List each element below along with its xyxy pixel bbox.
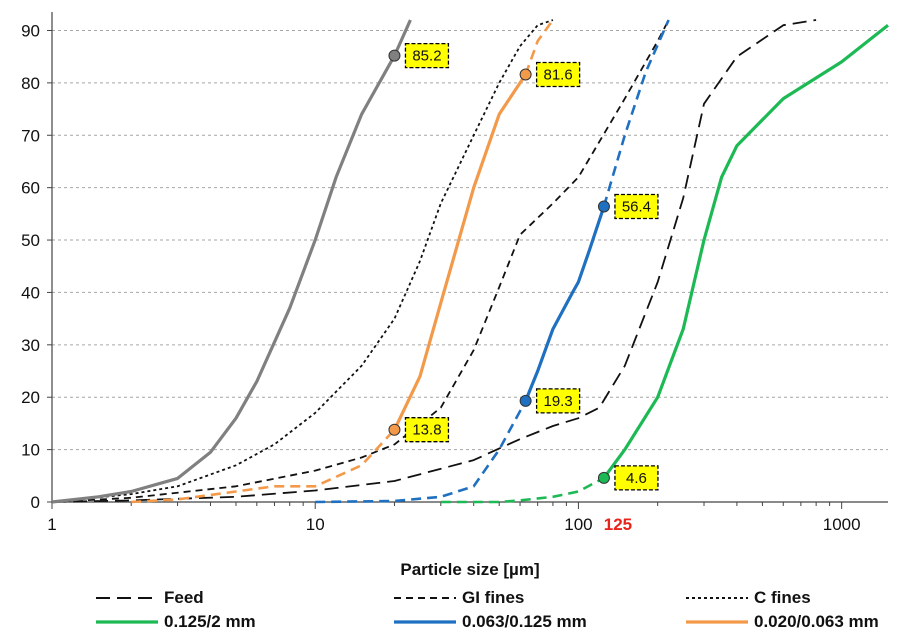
series-3-dashed-lower bbox=[440, 476, 605, 504]
legend-swatch-c-fines bbox=[686, 597, 748, 599]
legend-label-0063-0125mm: 0.063/0.125 mm bbox=[462, 612, 587, 631]
series-3-solid bbox=[602, 23, 889, 479]
data-marker bbox=[388, 423, 401, 436]
data-marker bbox=[388, 49, 401, 62]
y-tick-label: 30 bbox=[21, 336, 40, 355]
data-label-box bbox=[404, 42, 450, 69]
legend-label-c-fines: C fines bbox=[754, 588, 811, 607]
axes: 0 10 20 30 40 50 60 70 80 90 1 10 100 1000 125 bbox=[21, 12, 888, 534]
data-marker bbox=[597, 471, 610, 484]
series-5-dashed-lower bbox=[131, 428, 396, 504]
data-label: 56.4 bbox=[622, 199, 651, 216]
series-lines bbox=[51, 19, 889, 504]
data-label: 13.8 bbox=[412, 422, 441, 439]
data-marker bbox=[519, 394, 532, 407]
data-label-box bbox=[404, 417, 450, 443]
x-tick-label: 1000 bbox=[823, 515, 861, 534]
y-tick-label: 60 bbox=[21, 179, 40, 198]
legend-item-0125-2mm: 0.125/2 mm bbox=[96, 610, 256, 634]
series-4-dashed-upper bbox=[602, 19, 670, 207]
y-tick-label: 40 bbox=[21, 283, 40, 302]
series-0-line bbox=[51, 19, 817, 503]
x-tick-label: 100 bbox=[564, 515, 592, 534]
y-tick-label: 70 bbox=[21, 126, 40, 145]
x-highlight-tick-label: 125 bbox=[604, 515, 632, 534]
data-labels: 85.2 81.6 56.4 19.3 13.8 4.6 bbox=[404, 42, 659, 491]
legend-item-0020-0063mm: 0.020/0.063 mm bbox=[686, 610, 879, 634]
legend-label-0020-0063mm: 0.020/0.063 mm bbox=[754, 612, 879, 631]
data-label: 4.6 bbox=[626, 470, 647, 487]
series-6-line bbox=[51, 19, 412, 504]
legend-swatch-feed bbox=[96, 597, 158, 599]
legend-item-c-fines: C fines bbox=[686, 586, 811, 610]
data-label: 81.6 bbox=[544, 66, 573, 83]
data-label-box bbox=[535, 61, 581, 88]
legend-swatch-0020-0063mm bbox=[686, 620, 748, 624]
legend-label-0125-2mm: 0.125/2 mm bbox=[164, 612, 256, 631]
x-tick-label: 1 bbox=[47, 515, 56, 534]
series-1-line bbox=[51, 19, 670, 503]
legend-swatch-0125-2mm bbox=[96, 620, 158, 624]
x-tick-label: 10 bbox=[306, 515, 325, 534]
y-tick-label: 80 bbox=[21, 74, 40, 93]
legend-label-gi-fines: GI fines bbox=[462, 588, 525, 607]
series-5-dashed-upper bbox=[524, 19, 554, 75]
y-tick-label: 10 bbox=[21, 441, 40, 460]
legend: Feed GI fines C fines 0.125/2 mm 0.063/0… bbox=[0, 584, 913, 636]
data-label-box bbox=[614, 465, 659, 491]
series-4-dashed-lower bbox=[315, 400, 527, 504]
y-tick-label: 0 bbox=[31, 493, 40, 512]
legend-swatch-0063-0125mm bbox=[394, 620, 456, 624]
series-4-solid bbox=[524, 205, 606, 402]
data-label-box bbox=[535, 388, 581, 414]
y-tick-label: 90 bbox=[21, 21, 40, 40]
plot-area: 0 10 20 30 40 50 60 70 80 90 1 10 100 1000 125 85.2 81.… bbox=[21, 12, 889, 579]
data-marker bbox=[597, 200, 610, 213]
series-5-solid bbox=[393, 73, 527, 431]
series-2-line bbox=[51, 19, 554, 503]
data-label: 85.2 bbox=[412, 48, 441, 65]
legend-label-feed: Feed bbox=[164, 588, 204, 607]
gridlines bbox=[52, 29, 888, 451]
y-tick-label: 20 bbox=[21, 388, 40, 407]
legend-item-feed: Feed bbox=[96, 586, 204, 610]
legend-swatch-gi-fines bbox=[394, 597, 456, 599]
legend-item-0063-0125mm: 0.063/0.125 mm bbox=[394, 610, 587, 634]
data-markers bbox=[388, 49, 610, 484]
data-label-box bbox=[614, 193, 659, 220]
x-axis-label: Particle size [µm] bbox=[400, 560, 539, 579]
data-marker bbox=[519, 68, 532, 81]
data-label: 19.3 bbox=[544, 393, 573, 410]
legend-item-gi-fines: GI fines bbox=[394, 586, 524, 610]
y-tick-label: 50 bbox=[21, 231, 40, 250]
